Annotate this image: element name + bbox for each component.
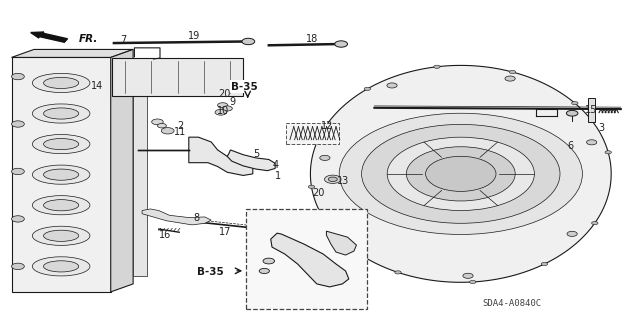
Polygon shape [12,49,133,57]
Polygon shape [326,231,356,255]
Text: SDA4-A0840C: SDA4-A0840C [483,299,541,308]
Circle shape [395,271,401,274]
Circle shape [215,109,227,115]
Circle shape [263,258,275,264]
Text: 20: 20 [218,89,230,99]
Circle shape [157,123,166,128]
Circle shape [12,168,24,175]
Ellipse shape [33,73,90,93]
Circle shape [505,76,515,81]
Polygon shape [310,65,611,282]
Circle shape [12,73,24,80]
Circle shape [242,38,255,45]
Circle shape [222,106,232,111]
Ellipse shape [44,230,79,241]
Text: 7: 7 [120,35,127,45]
Circle shape [387,83,397,88]
Text: B-35: B-35 [231,82,258,92]
Text: 14: 14 [91,81,104,91]
Text: 9: 9 [229,97,236,107]
Bar [588,98,595,122]
Text: 16: 16 [159,230,172,241]
Bar [112,58,243,96]
Text: B-35: B-35 [196,267,223,277]
Text: 10: 10 [216,106,229,116]
Circle shape [463,273,473,278]
Circle shape [218,103,228,108]
Ellipse shape [33,135,90,154]
Circle shape [353,240,364,245]
Circle shape [336,236,342,239]
Circle shape [567,231,577,236]
Ellipse shape [33,196,90,215]
Ellipse shape [387,137,534,211]
Circle shape [328,177,337,182]
Ellipse shape [44,200,79,211]
Circle shape [541,263,548,266]
FancyArrow shape [31,32,67,42]
Ellipse shape [44,138,79,150]
Circle shape [572,101,578,105]
Circle shape [470,280,476,284]
Ellipse shape [33,165,90,184]
Circle shape [319,131,325,134]
Circle shape [259,268,269,273]
Circle shape [591,221,598,225]
Bar [286,123,339,144]
Ellipse shape [44,261,79,272]
Polygon shape [111,49,133,292]
Polygon shape [142,209,211,225]
Bar [246,209,367,309]
Text: 20: 20 [312,188,324,198]
Circle shape [320,155,330,160]
Polygon shape [227,150,275,171]
Circle shape [364,87,371,90]
Circle shape [335,41,348,47]
Text: 4: 4 [272,160,278,170]
Ellipse shape [33,226,90,245]
Text: 17: 17 [219,226,232,237]
Ellipse shape [33,104,90,123]
Circle shape [586,140,596,145]
Circle shape [12,263,24,270]
Text: FR.: FR. [79,34,98,44]
Ellipse shape [44,108,79,119]
Text: 12: 12 [321,121,333,131]
Text: 19: 19 [188,31,201,41]
Ellipse shape [44,77,79,89]
Text: 13: 13 [337,175,349,186]
Text: 3: 3 [598,122,605,133]
Text: 1: 1 [275,171,282,181]
Ellipse shape [362,124,560,223]
Text: 11: 11 [174,127,187,137]
Ellipse shape [44,169,79,180]
Circle shape [434,65,440,68]
Circle shape [161,128,174,134]
Circle shape [324,175,341,183]
Text: 15: 15 [585,105,598,115]
Circle shape [152,119,163,125]
Ellipse shape [339,113,582,234]
Circle shape [308,185,315,189]
Circle shape [605,151,611,154]
Ellipse shape [33,257,90,276]
Circle shape [566,110,578,116]
Text: 5: 5 [253,149,259,160]
Ellipse shape [406,147,515,201]
Circle shape [509,70,516,74]
Circle shape [12,121,24,127]
Text: 8: 8 [193,213,200,223]
Polygon shape [271,233,349,287]
Text: 6: 6 [568,141,574,151]
Ellipse shape [426,156,496,191]
Polygon shape [189,137,253,175]
Text: 2: 2 [177,121,184,131]
Bar [133,73,147,276]
Bar [12,57,111,292]
Circle shape [12,216,24,222]
Text: 18: 18 [305,34,318,44]
